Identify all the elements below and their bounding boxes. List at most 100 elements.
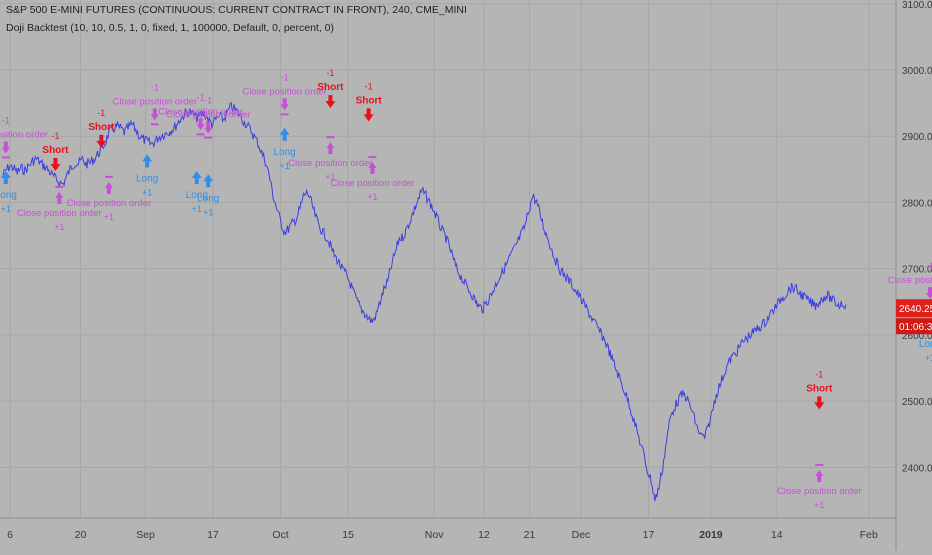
long-qty: +1	[203, 207, 213, 217]
close-label: Close position order	[330, 178, 415, 189]
close-qty: -1	[151, 82, 159, 92]
short-qty: -1	[326, 68, 334, 78]
trade-marker-long[interactable]: Long +1	[186, 170, 208, 214]
trade-marker-close[interactable]: Close position order-1	[113, 82, 198, 126]
close-label: Close position order	[242, 86, 327, 97]
y-tick-label: 2700.00	[902, 265, 932, 276]
long-arrow-icon	[0, 170, 11, 184]
x-tick-label: Oct	[272, 529, 288, 541]
close-qty: +1	[325, 172, 335, 182]
trade-annotations: Close position order-1Long+1Short-1Close…	[0, 68, 932, 510]
long-label: Long	[186, 190, 208, 201]
short-arrow-icon	[325, 95, 336, 109]
trade-marker-long[interactable]: Long +1	[136, 154, 158, 197]
close-bar-icon	[150, 123, 159, 126]
close-bar-icon	[104, 175, 113, 178]
x-tick-label: Sep	[136, 529, 155, 541]
close-label: Close position order	[777, 486, 862, 497]
long-label: Long	[136, 173, 158, 184]
close-bar-icon	[196, 133, 205, 136]
close-qty: +1	[814, 500, 824, 510]
trade-marker-long[interactable]: Long +1	[0, 170, 17, 214]
y-tick-label: 2400.00	[902, 463, 932, 474]
close-bar-icon	[280, 113, 289, 116]
trade-marker-long[interactable]: Long +1	[197, 174, 219, 217]
trade-marker-close[interactable]: Close position order+1	[67, 175, 152, 222]
long-label: Long	[273, 147, 295, 158]
trade-marker-long[interactable]: Long +1	[273, 127, 296, 171]
long-qty: +1	[142, 187, 152, 197]
trade-marker-close[interactable]: Close position order +1	[17, 185, 102, 232]
long-label: Long	[197, 193, 219, 204]
close-label: Close position order	[0, 129, 48, 140]
x-tick-label: 20	[75, 529, 87, 541]
close-qty: +1	[54, 222, 64, 232]
price-series-line	[1, 101, 847, 502]
short-label: Short	[317, 82, 344, 93]
y-tick-label: 2900.00	[902, 132, 932, 143]
close-bar-icon	[326, 136, 335, 139]
short-label: Short	[88, 122, 115, 133]
trade-marker-close[interactable]: Close position order-1	[0, 115, 48, 159]
price-badge-bg	[896, 299, 932, 318]
x-tick-label: 2019	[699, 529, 723, 541]
long-qty: +1	[925, 353, 932, 363]
close-label: Close position order	[158, 106, 243, 117]
x-tick-label: Nov	[425, 529, 444, 541]
trade-marker-close[interactable]: Close position order +1	[288, 136, 373, 182]
short-qty: -1	[365, 81, 373, 91]
x-tick-label: 6	[7, 529, 13, 541]
x-tick-label: Dec	[572, 529, 591, 541]
close-arrow-icon	[55, 191, 64, 204]
close-arrow-icon	[196, 118, 205, 131]
trade-marker-short[interactable]: Short -1	[806, 369, 833, 410]
last-price-value: 2640.25	[899, 304, 932, 315]
trade-marker-close[interactable]: Close position order+1	[330, 156, 415, 202]
close-label: Close position order	[17, 208, 102, 219]
long-qty: +1	[192, 204, 202, 214]
x-tick-label: 12	[478, 529, 490, 541]
x-tick-label: 21	[524, 529, 536, 541]
trade-marker-close[interactable]: Close position order -1	[242, 72, 327, 116]
close-qty: -1	[926, 261, 932, 271]
y-tick-label: 2600.00	[902, 331, 932, 342]
y-tick-label: 2800.00	[902, 198, 932, 209]
close-bar-icon	[368, 156, 377, 159]
short-arrow-icon	[96, 134, 107, 148]
short-qty: -1	[51, 131, 59, 141]
close-label: Close position order	[288, 158, 373, 169]
trade-marker-close[interactable]: Close position order -1	[166, 96, 251, 139]
x-tick-label: Feb	[860, 529, 878, 541]
trade-marker-close[interactable]: Close position order-1	[158, 92, 243, 136]
x-tick-label: 14	[771, 529, 783, 541]
short-label: Short	[42, 145, 69, 156]
close-arrow-icon	[815, 469, 824, 482]
long-arrow-icon	[203, 174, 214, 188]
close-arrow-icon	[926, 287, 932, 300]
trade-marker-short[interactable]: Short -1	[317, 68, 344, 109]
close-arrow-icon	[104, 181, 113, 194]
trade-marker-short[interactable]: Short -1	[88, 108, 115, 148]
x-tick-label: 15	[342, 529, 354, 541]
short-arrow-icon	[814, 396, 825, 410]
countdown-badge-bg	[896, 318, 932, 335]
study-legend[interactable]: Doji Backtest (10, 10, 0.5, 1, 0, fixed,…	[6, 22, 335, 34]
close-arrow-icon	[150, 108, 159, 121]
close-qty: -1	[204, 96, 212, 106]
trade-marker-short[interactable]: Short -1	[42, 131, 69, 172]
short-qty: -1	[97, 108, 105, 118]
y-tick-label: 2500.00	[902, 397, 932, 408]
long-arrow-icon	[191, 170, 202, 184]
y-tick-label: 3100.00	[902, 0, 932, 11]
close-label: Close position order	[888, 275, 932, 286]
long-qty: +1	[279, 161, 289, 171]
close-arrow-icon	[326, 142, 335, 155]
close-qty: -1	[197, 92, 205, 102]
close-qty: -1	[281, 72, 289, 82]
trade-marker-short[interactable]: Short -1	[356, 81, 383, 122]
trade-marker-close[interactable]: Close position order +1	[777, 463, 862, 510]
close-label: Close position order	[166, 110, 251, 121]
grid-lines	[0, 0, 896, 518]
